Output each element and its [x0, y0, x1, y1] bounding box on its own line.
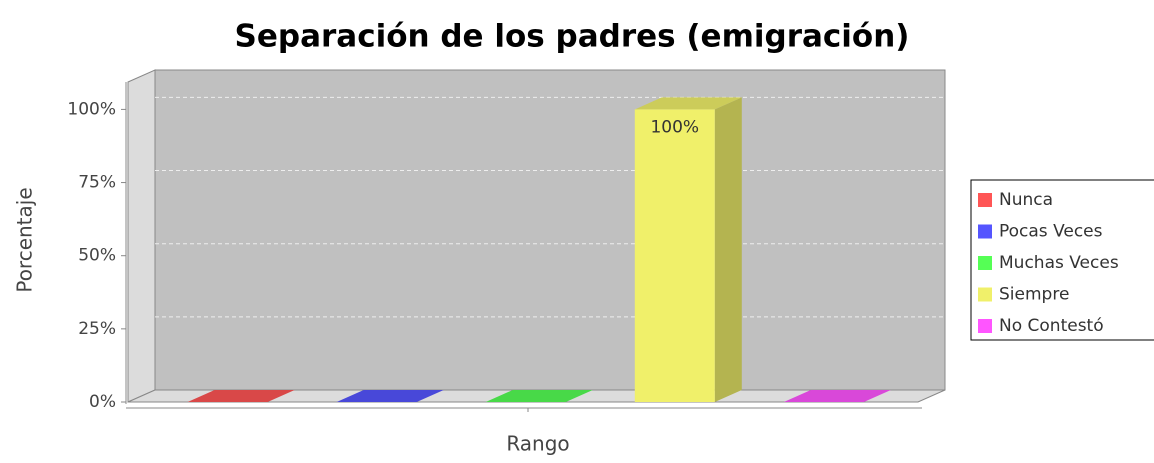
legend-swatch	[978, 224, 992, 239]
bar-side	[714, 97, 742, 402]
legend-label: Muchas Veces	[999, 253, 1119, 273]
bar	[634, 109, 715, 402]
chart-title: Separación de los padres (emigración)	[235, 19, 910, 55]
x-axis-label: Rango	[506, 432, 569, 456]
legend-label: Siempre	[999, 285, 1069, 305]
bar-top	[783, 390, 891, 402]
bar-top	[485, 390, 593, 402]
legend-swatch	[978, 319, 992, 333]
legend-swatch	[978, 287, 992, 302]
bar-top	[634, 97, 742, 110]
y-tick-label: 25%	[78, 319, 116, 339]
data-label: 100%	[650, 117, 699, 137]
y-tick-label: 75%	[78, 173, 116, 193]
bar-top	[187, 390, 295, 402]
bar-top	[336, 390, 444, 402]
y-axis-label: Porcentaje	[13, 187, 37, 292]
legend-label: No Contestó	[999, 316, 1104, 336]
back-wall	[154, 69, 946, 391]
legend-label: Pocas Veces	[999, 222, 1103, 242]
legend-swatch	[978, 256, 992, 270]
side-wall	[127, 69, 156, 403]
legend-label: Nunca	[999, 190, 1053, 210]
y-tick-label: 0%	[89, 392, 116, 412]
y-tick-label: 100%	[67, 99, 116, 119]
y-tick-label: 50%	[78, 246, 116, 266]
legend	[970, 179, 1154, 341]
legend-swatch	[978, 193, 992, 207]
